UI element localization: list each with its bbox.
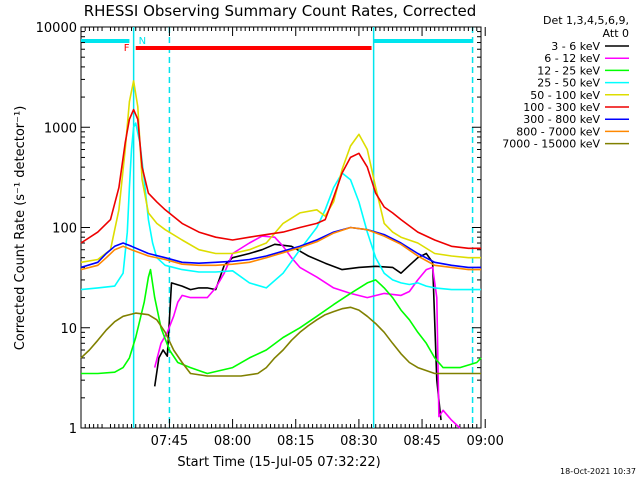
x-tick-label-2: 08:00 (214, 434, 251, 449)
y-tick-label-5: 10000 (36, 21, 77, 36)
legend-label-2: 6 - 12 keV (544, 52, 600, 65)
flag-label-n: N (139, 36, 146, 47)
chart-title: RHESSI Observing Summary Count Rates, Co… (84, 2, 477, 20)
plot-frame (80, 26, 482, 429)
x-tick-label-6: 09:00 (466, 434, 503, 449)
series-line-5 (80, 80, 481, 264)
y-tick-label-4: 1000 (44, 121, 77, 136)
y-tick-label-3: 100 (52, 222, 77, 237)
legend-label-5: 50 - 100 keV (530, 89, 600, 102)
series-line-2 (153, 235, 461, 429)
x-tick-label-3: 08:15 (277, 434, 314, 449)
series-group (80, 80, 482, 429)
axis-ticks: 07:45 08:00 08:15 08:30 08:45 09:00 1 10 100 1000… (36, 21, 504, 449)
series-line-4 (80, 122, 481, 291)
series-line-6 (80, 108, 481, 250)
y-axis-label: Corrected Count Rate (s⁻¹ detector⁻¹) (13, 106, 28, 351)
legend-label-6: 100 - 300 keV (523, 101, 600, 114)
vertical-markers (132, 27, 474, 428)
series-line-7 (80, 226, 481, 269)
series-line-8 (80, 226, 481, 271)
x-axis-label: Start Time (15-Jul-05 07:32:22) (177, 455, 380, 470)
y-tick-label-2: 10 (60, 322, 77, 337)
legend-label-4: 25 - 50 keV (537, 77, 600, 90)
legend-label-3: 12 - 25 keV (537, 64, 600, 77)
series-line-1 (153, 243, 442, 421)
legend-label-7: 300 - 800 keV (523, 113, 600, 126)
flag-bars (81, 39, 473, 50)
legend-label-1: 3 - 6 keV (551, 40, 600, 53)
date-stamp: 18-Oct-2021 10:37 (560, 467, 636, 476)
series-line-9 (80, 306, 481, 377)
x-tick-label-4: 08:30 (340, 434, 377, 449)
x-tick-label-5: 08:45 (403, 434, 440, 449)
legend-label-8: 800 - 7000 keV (516, 125, 600, 138)
legend-label-9: 7000 - 15000 keV (502, 138, 600, 151)
y-tick-label-1: 1 (69, 422, 77, 437)
legend-header-line2: Att 0 (603, 27, 629, 40)
legend-header-line1: Det 1,3,4,5,6,9, (543, 14, 629, 27)
flag-label-f: F (124, 43, 130, 54)
series-line-3 (81, 268, 482, 375)
x-tick-label-1: 07:45 (151, 434, 188, 449)
